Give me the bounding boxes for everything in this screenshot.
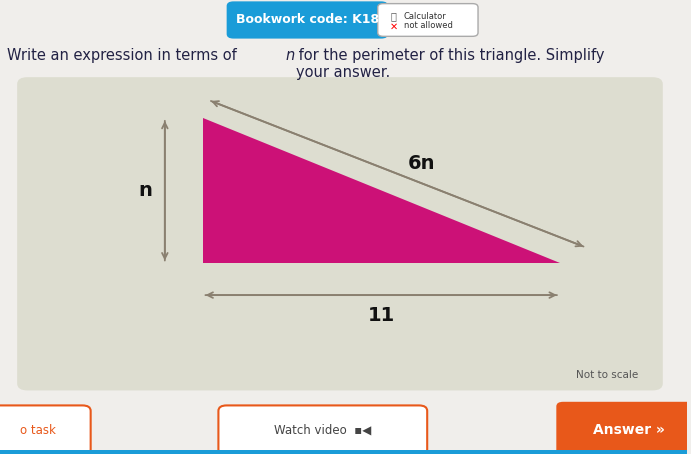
Text: 🖩: 🖩: [390, 11, 396, 21]
Text: Watch video  ▪◀: Watch video ▪◀: [274, 424, 372, 437]
FancyBboxPatch shape: [218, 405, 427, 454]
Text: n: n: [285, 48, 294, 63]
Text: o task: o task: [20, 424, 56, 437]
Text: n: n: [139, 181, 153, 200]
FancyBboxPatch shape: [556, 402, 691, 454]
Text: for the perimeter of this triangle. Simplify: for the perimeter of this triangle. Simp…: [294, 48, 605, 63]
FancyBboxPatch shape: [17, 77, 663, 390]
Text: 6n: 6n: [408, 154, 435, 173]
FancyBboxPatch shape: [0, 405, 91, 454]
Text: ✕: ✕: [390, 21, 398, 31]
FancyBboxPatch shape: [227, 1, 388, 39]
Text: 11: 11: [368, 306, 395, 325]
Text: Write an expression in terms of: Write an expression in terms of: [7, 48, 241, 63]
Polygon shape: [202, 118, 560, 263]
Text: your answer.: your answer.: [296, 65, 390, 80]
Text: Calculator: Calculator: [404, 12, 446, 21]
Text: Not to scale: Not to scale: [576, 370, 638, 380]
Bar: [0, 450, 687, 454]
FancyBboxPatch shape: [378, 4, 478, 36]
Text: Answer »: Answer »: [592, 424, 664, 437]
Text: Bookwork code: K18: Bookwork code: K18: [236, 14, 379, 26]
Text: not allowed: not allowed: [404, 21, 453, 30]
